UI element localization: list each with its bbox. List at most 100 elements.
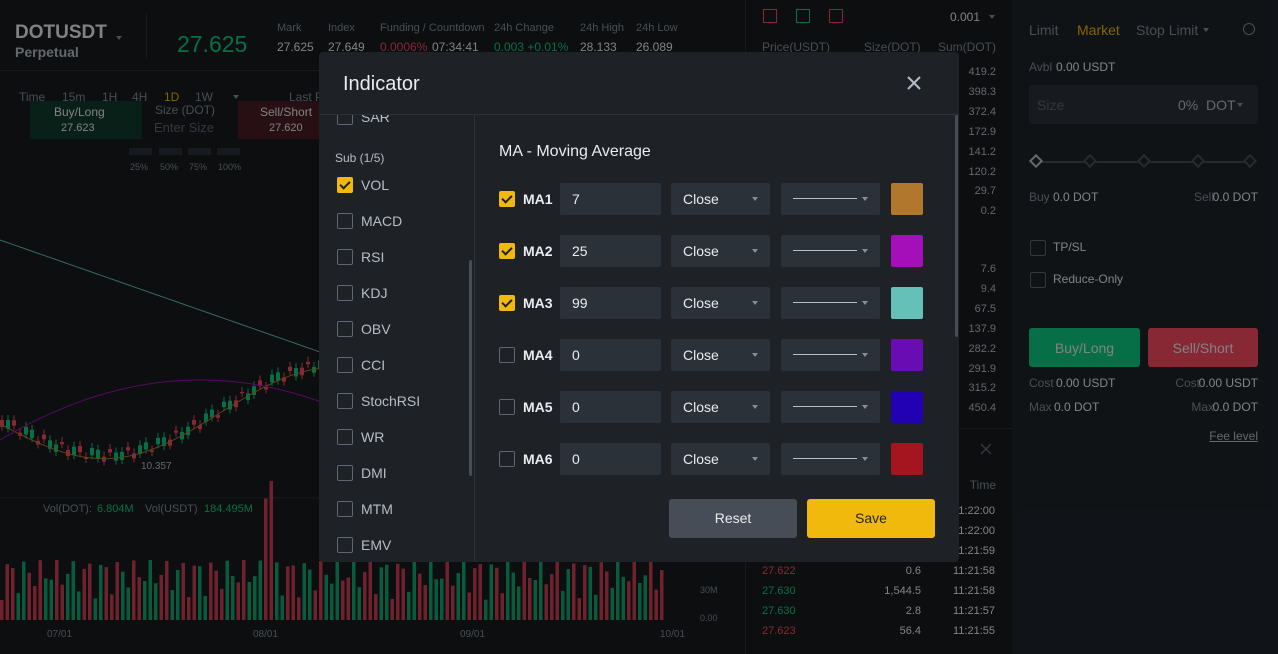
candle <box>84 457 88 459</box>
indicator-label[interactable]: MACD <box>361 213 403 229</box>
interval[interactable]: 1H <box>102 90 118 104</box>
volume-bar <box>176 569 180 620</box>
indicator-label[interactable]: VOL <box>361 177 390 193</box>
indicator-label[interactable]: EMV <box>361 537 392 553</box>
save-button[interactable]: Save <box>807 499 935 538</box>
indicator-label[interactable]: RSI <box>361 249 385 265</box>
order-tab[interactable]: Stop Limit <box>1136 22 1199 38</box>
size-input[interactable]: Size 0% DOT <box>1029 85 1258 124</box>
checkbox[interactable] <box>1030 272 1046 288</box>
quick-sell[interactable]: Sell/Short 27.620 <box>238 101 319 139</box>
interval[interactable]: 15m <box>62 90 86 104</box>
stat-value: 0.003 +0.01% <box>494 40 569 54</box>
checkbox[interactable] <box>499 295 515 311</box>
period-input[interactable]: 99 <box>560 287 661 319</box>
source-value: Close <box>683 399 719 415</box>
order-tab[interactable]: Market <box>1077 22 1120 38</box>
checkbox[interactable] <box>337 393 353 409</box>
checkbox[interactable] <box>337 249 353 265</box>
line-style-select[interactable] <box>781 183 880 215</box>
period-input[interactable]: 25 <box>560 235 661 267</box>
order-tab[interactable]: Limit <box>1029 22 1059 38</box>
indicator-label[interactable]: WR <box>361 429 385 445</box>
volume-bar <box>605 571 609 620</box>
checkbox[interactable] <box>337 537 353 553</box>
close-button[interactable] <box>907 76 921 90</box>
source-select[interactable]: Close <box>671 287 770 319</box>
buy-button[interactable]: Buy/Long <box>1029 328 1140 367</box>
volume-axis: 30M <box>700 585 718 595</box>
checkbox[interactable] <box>337 177 353 193</box>
line-style-select[interactable] <box>781 391 880 423</box>
color-swatch[interactable] <box>891 443 923 475</box>
caret <box>862 353 868 357</box>
interval[interactable]: 4H <box>132 90 148 104</box>
period-input[interactable]: 0 <box>560 443 661 475</box>
source-select[interactable]: Close <box>671 183 770 215</box>
max-value: 0.0 DOT <box>1054 400 1100 414</box>
color-swatch[interactable] <box>891 235 923 267</box>
checkbox[interactable] <box>337 213 353 229</box>
checkbox[interactable] <box>337 115 353 125</box>
candle <box>186 426 190 436</box>
indicator-label[interactable]: OBV <box>361 321 391 337</box>
checkbox[interactable] <box>499 399 515 415</box>
percent[interactable]: 100% <box>218 162 242 172</box>
line-style-select[interactable] <box>781 235 880 267</box>
period-input[interactable]: 0 <box>560 391 661 423</box>
percent[interactable]: 25% <box>130 162 149 172</box>
line-style-select[interactable] <box>781 339 880 371</box>
candle <box>252 386 256 395</box>
candle <box>12 420 16 426</box>
indicator-label[interactable]: DMI <box>361 465 387 481</box>
indicator-label[interactable]: StochRSI <box>361 393 421 409</box>
layout-icon[interactable] <box>796 9 810 23</box>
checkbox[interactable] <box>337 501 353 517</box>
ma-label: MA4 <box>523 347 553 363</box>
checkbox[interactable] <box>337 465 353 481</box>
indicator-label[interactable]: SAR <box>361 115 390 125</box>
volume-bar <box>500 593 504 620</box>
color-swatch[interactable] <box>891 287 923 319</box>
cost-label: Cost <box>1029 376 1054 390</box>
percent[interactable]: 75% <box>189 162 208 172</box>
checkbox[interactable] <box>499 191 515 207</box>
percent[interactable]: 50% <box>160 162 179 172</box>
color-swatch[interactable] <box>891 339 923 371</box>
checkbox[interactable] <box>337 429 353 445</box>
color-swatch[interactable] <box>891 183 923 215</box>
reset-button[interactable]: Reset <box>669 499 797 538</box>
color-swatch[interactable] <box>891 391 923 423</box>
interval[interactable]: 1W <box>195 90 213 104</box>
interval[interactable]: 1D <box>164 90 180 104</box>
checkbox[interactable] <box>499 243 515 259</box>
layout-icon[interactable] <box>829 9 843 23</box>
ask-sum: 120.2 <box>968 165 996 178</box>
checkbox[interactable] <box>337 321 353 337</box>
caret <box>862 249 868 253</box>
line-style-select[interactable] <box>781 443 880 475</box>
source-select[interactable]: Close <box>671 391 770 423</box>
indicator-label[interactable]: MTM <box>361 501 393 517</box>
candle <box>288 366 292 371</box>
source-select[interactable]: Close <box>671 339 770 371</box>
checkbox[interactable] <box>499 347 515 363</box>
period-input[interactable]: 7 <box>560 183 661 215</box>
period-input[interactable]: 0 <box>560 339 661 371</box>
layout-icon[interactable] <box>763 9 777 23</box>
checkbox[interactable] <box>337 285 353 301</box>
indicator-label[interactable]: KDJ <box>361 285 388 301</box>
indicator-label[interactable]: CCI <box>361 357 386 373</box>
checkbox[interactable] <box>499 451 515 467</box>
volume-bar <box>478 564 482 620</box>
checkbox[interactable] <box>337 357 353 373</box>
checkbox[interactable] <box>1030 240 1046 256</box>
source-select[interactable]: Close <box>671 235 770 267</box>
period-value: 25 <box>572 243 588 259</box>
source-select[interactable]: Close <box>671 443 770 475</box>
line-style-select[interactable] <box>781 287 880 319</box>
stat-label: 24h High <box>580 22 625 34</box>
quick-buy[interactable]: Buy/Long 27.623 <box>30 101 142 139</box>
sell-button[interactable]: Sell/Short <box>1148 328 1258 367</box>
